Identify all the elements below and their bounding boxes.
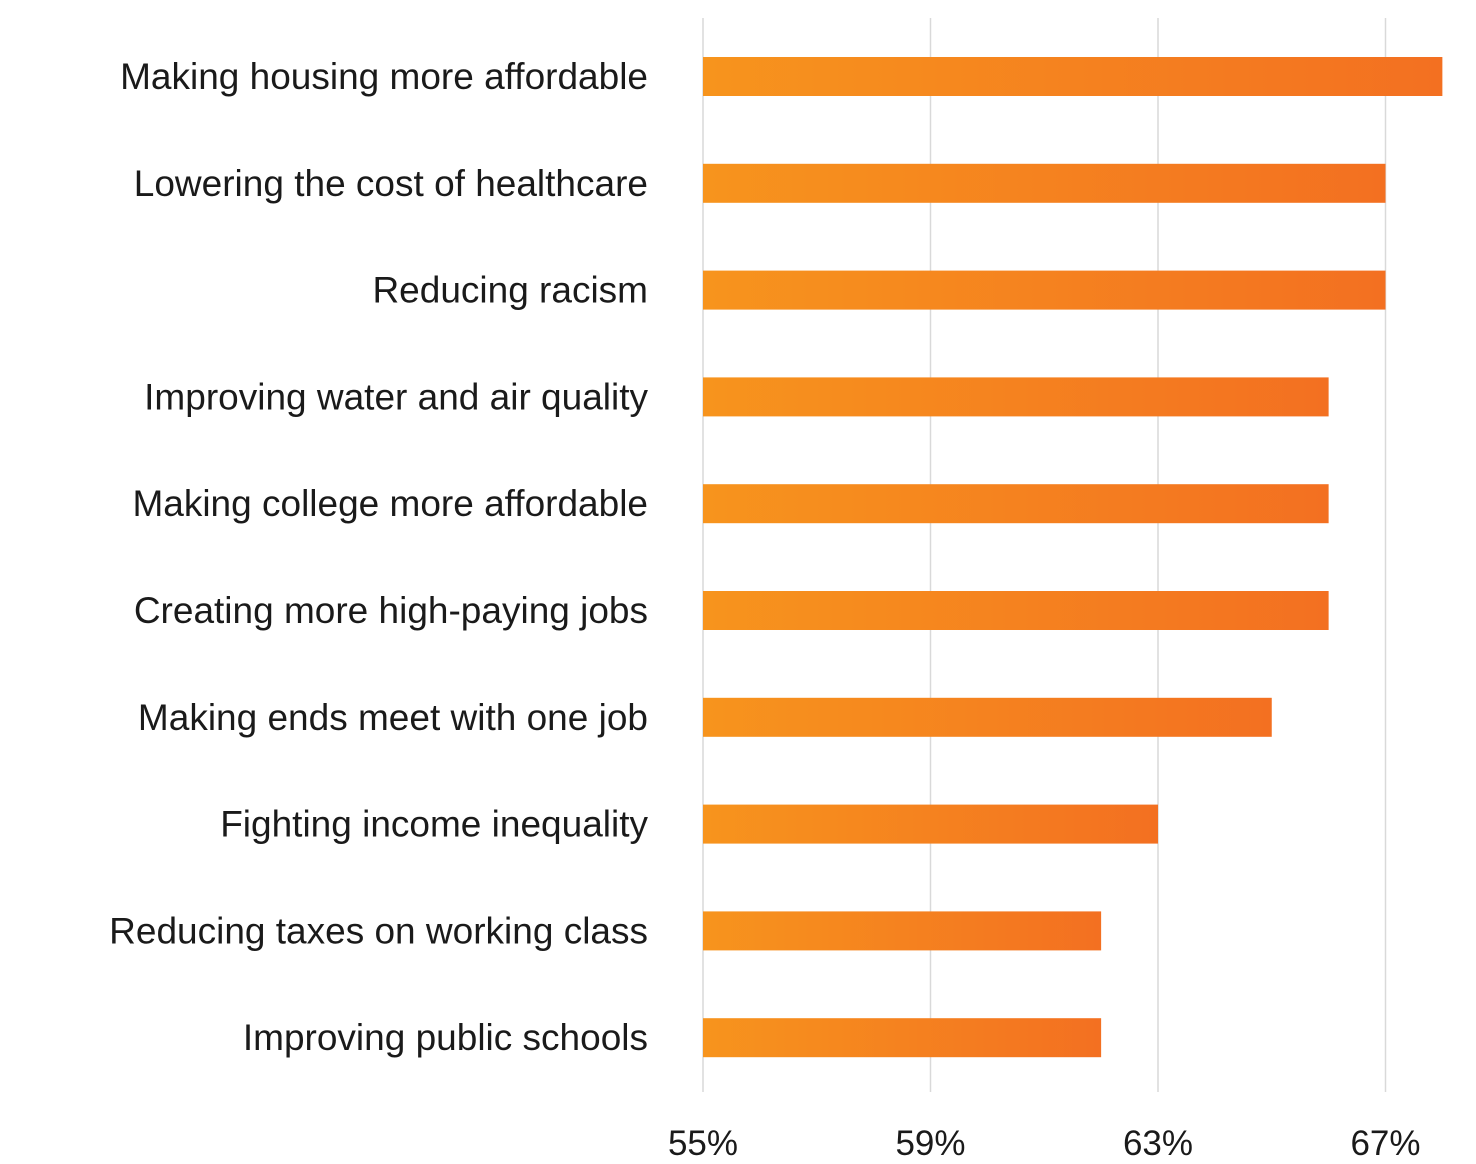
category-label-10: Improving public schools	[243, 1017, 648, 1058]
category-label-3: Reducing racism	[372, 270, 648, 311]
bar-4	[703, 377, 1329, 417]
bar-7	[703, 697, 1272, 737]
category-label-2: Lowering the cost of healthcare	[134, 163, 648, 204]
category-label-8: Fighting income inequality	[220, 804, 648, 845]
bars	[703, 57, 1443, 1058]
bar-1	[703, 57, 1443, 96]
bar-8	[703, 804, 1158, 844]
bar-3	[703, 270, 1386, 310]
bar-10	[703, 1018, 1102, 1058]
category-label-5: Making college more affordable	[132, 483, 648, 524]
bar-5	[703, 484, 1329, 524]
category-label-9: Reducing taxes on working class	[109, 910, 648, 951]
category-label-1: Making housing more affordable	[120, 56, 648, 97]
x-tick-label-3: 63%	[1123, 1124, 1193, 1163]
category-label-7: Making ends meet with one job	[138, 697, 648, 738]
x-tick-label-1: 55%	[668, 1124, 738, 1163]
category-label-6: Creating more high-paying jobs	[134, 590, 648, 631]
category-label-4: Improving water and air quality	[144, 376, 648, 417]
x-axis-tick-labels: 55% 59% 63% 67%	[668, 1124, 1421, 1163]
bar-9	[703, 911, 1102, 951]
x-tick-label-2: 59%	[895, 1124, 965, 1163]
bar-6	[703, 591, 1329, 630]
category-labels: Making housing more affordable Lowering t…	[109, 56, 648, 1058]
bar-2	[703, 163, 1386, 203]
x-tick-label-4: 67%	[1350, 1124, 1420, 1163]
